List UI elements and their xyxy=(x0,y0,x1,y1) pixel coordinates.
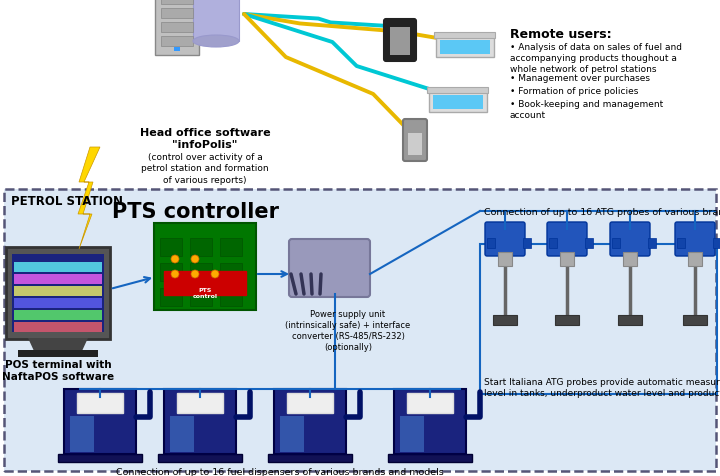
FancyBboxPatch shape xyxy=(408,134,422,156)
FancyBboxPatch shape xyxy=(675,223,715,257)
FancyBboxPatch shape xyxy=(161,23,193,33)
Text: • Formation of price policies: • Formation of price policies xyxy=(510,87,639,96)
FancyBboxPatch shape xyxy=(161,37,193,47)
FancyBboxPatch shape xyxy=(407,393,453,413)
FancyBboxPatch shape xyxy=(14,262,102,272)
FancyBboxPatch shape xyxy=(623,252,637,267)
FancyBboxPatch shape xyxy=(190,238,212,257)
Circle shape xyxy=(211,270,219,278)
FancyBboxPatch shape xyxy=(388,454,472,462)
FancyBboxPatch shape xyxy=(612,238,620,248)
FancyBboxPatch shape xyxy=(433,96,483,110)
FancyBboxPatch shape xyxy=(220,238,242,257)
FancyBboxPatch shape xyxy=(6,248,110,339)
FancyBboxPatch shape xyxy=(14,322,102,332)
Text: NaftaPOS software: NaftaPOS software xyxy=(2,371,114,381)
Text: "infoPolis": "infoPolis" xyxy=(172,140,238,149)
FancyBboxPatch shape xyxy=(287,393,333,413)
Text: • Book-keeping and management
account: • Book-keeping and management account xyxy=(510,100,663,120)
FancyBboxPatch shape xyxy=(400,416,424,452)
FancyBboxPatch shape xyxy=(403,120,427,162)
FancyBboxPatch shape xyxy=(485,223,525,257)
FancyBboxPatch shape xyxy=(688,252,702,267)
Polygon shape xyxy=(78,148,100,249)
FancyBboxPatch shape xyxy=(193,0,239,42)
FancyBboxPatch shape xyxy=(177,393,223,413)
Circle shape xyxy=(171,256,179,263)
Circle shape xyxy=(191,270,199,278)
FancyBboxPatch shape xyxy=(12,255,104,332)
FancyBboxPatch shape xyxy=(14,275,102,284)
FancyBboxPatch shape xyxy=(585,238,593,248)
FancyBboxPatch shape xyxy=(14,298,102,308)
FancyBboxPatch shape xyxy=(610,223,650,257)
Text: Connection of up to 16 ATG probes of various brands and models: Connection of up to 16 ATG probes of var… xyxy=(484,208,720,217)
FancyBboxPatch shape xyxy=(160,288,182,307)
FancyBboxPatch shape xyxy=(190,288,212,307)
FancyBboxPatch shape xyxy=(220,263,242,281)
FancyBboxPatch shape xyxy=(64,389,136,454)
FancyBboxPatch shape xyxy=(154,224,256,310)
FancyBboxPatch shape xyxy=(394,389,466,454)
FancyBboxPatch shape xyxy=(648,238,656,248)
FancyBboxPatch shape xyxy=(390,28,410,56)
FancyBboxPatch shape xyxy=(155,0,199,56)
Text: Head office software: Head office software xyxy=(140,128,270,138)
FancyBboxPatch shape xyxy=(618,315,642,325)
FancyBboxPatch shape xyxy=(436,36,494,58)
FancyBboxPatch shape xyxy=(161,0,193,5)
FancyBboxPatch shape xyxy=(174,48,180,52)
Text: Power supply unit
(intrinsically safe) + interface
converter (RS-485/RS-232)
(op: Power supply unit (intrinsically safe) +… xyxy=(285,309,410,352)
FancyBboxPatch shape xyxy=(160,263,182,281)
FancyBboxPatch shape xyxy=(498,252,512,267)
FancyBboxPatch shape xyxy=(555,315,579,325)
FancyBboxPatch shape xyxy=(160,238,182,257)
FancyBboxPatch shape xyxy=(429,91,487,113)
Text: Start Italiana ATG probes provide automatic measurement of fuel
level in tanks, : Start Italiana ATG probes provide automa… xyxy=(484,377,720,397)
FancyBboxPatch shape xyxy=(77,393,123,413)
Text: PETROL STATION: PETROL STATION xyxy=(11,195,123,208)
Text: PTS controller: PTS controller xyxy=(112,201,279,221)
FancyBboxPatch shape xyxy=(70,416,94,452)
FancyBboxPatch shape xyxy=(220,288,242,307)
FancyBboxPatch shape xyxy=(428,87,488,93)
FancyBboxPatch shape xyxy=(161,9,193,19)
FancyBboxPatch shape xyxy=(164,389,236,454)
FancyBboxPatch shape xyxy=(677,238,685,248)
FancyBboxPatch shape xyxy=(14,287,102,297)
FancyBboxPatch shape xyxy=(0,0,720,189)
FancyBboxPatch shape xyxy=(280,416,304,452)
FancyBboxPatch shape xyxy=(440,41,490,55)
FancyBboxPatch shape xyxy=(289,239,370,298)
Text: Connection of up to 16 fuel dispensers of various brands and models: Connection of up to 16 fuel dispensers o… xyxy=(116,467,444,476)
FancyBboxPatch shape xyxy=(158,454,242,462)
FancyBboxPatch shape xyxy=(14,310,102,320)
Text: • Management over purchases: • Management over purchases xyxy=(510,74,650,83)
FancyBboxPatch shape xyxy=(713,238,720,248)
Text: Remote users:: Remote users: xyxy=(510,28,611,41)
FancyBboxPatch shape xyxy=(274,389,346,454)
FancyBboxPatch shape xyxy=(4,189,716,471)
FancyBboxPatch shape xyxy=(164,271,246,296)
FancyBboxPatch shape xyxy=(384,20,416,62)
FancyBboxPatch shape xyxy=(560,252,574,267)
FancyBboxPatch shape xyxy=(268,454,352,462)
Text: POS terminal with: POS terminal with xyxy=(5,359,112,369)
FancyBboxPatch shape xyxy=(683,315,707,325)
Circle shape xyxy=(171,270,179,278)
Text: (Gilbarco, Wayne Dresser, Tokheim, Tatsuno, Nuovo Pignone, others): (Gilbarco, Wayne Dresser, Tokheim, Tatsu… xyxy=(117,475,443,476)
FancyBboxPatch shape xyxy=(549,238,557,248)
Circle shape xyxy=(191,256,199,263)
FancyBboxPatch shape xyxy=(18,350,98,357)
FancyBboxPatch shape xyxy=(434,32,495,39)
Text: • Analysis of data on sales of fuel and
accompanying products thoughout a
whole : • Analysis of data on sales of fuel and … xyxy=(510,43,682,74)
FancyBboxPatch shape xyxy=(170,416,194,452)
Text: PTS
control: PTS control xyxy=(192,288,217,298)
FancyBboxPatch shape xyxy=(493,315,517,325)
Ellipse shape xyxy=(193,36,239,48)
FancyBboxPatch shape xyxy=(523,238,531,248)
FancyBboxPatch shape xyxy=(58,454,142,462)
FancyBboxPatch shape xyxy=(547,223,587,257)
Polygon shape xyxy=(28,338,88,351)
FancyBboxPatch shape xyxy=(190,263,212,281)
